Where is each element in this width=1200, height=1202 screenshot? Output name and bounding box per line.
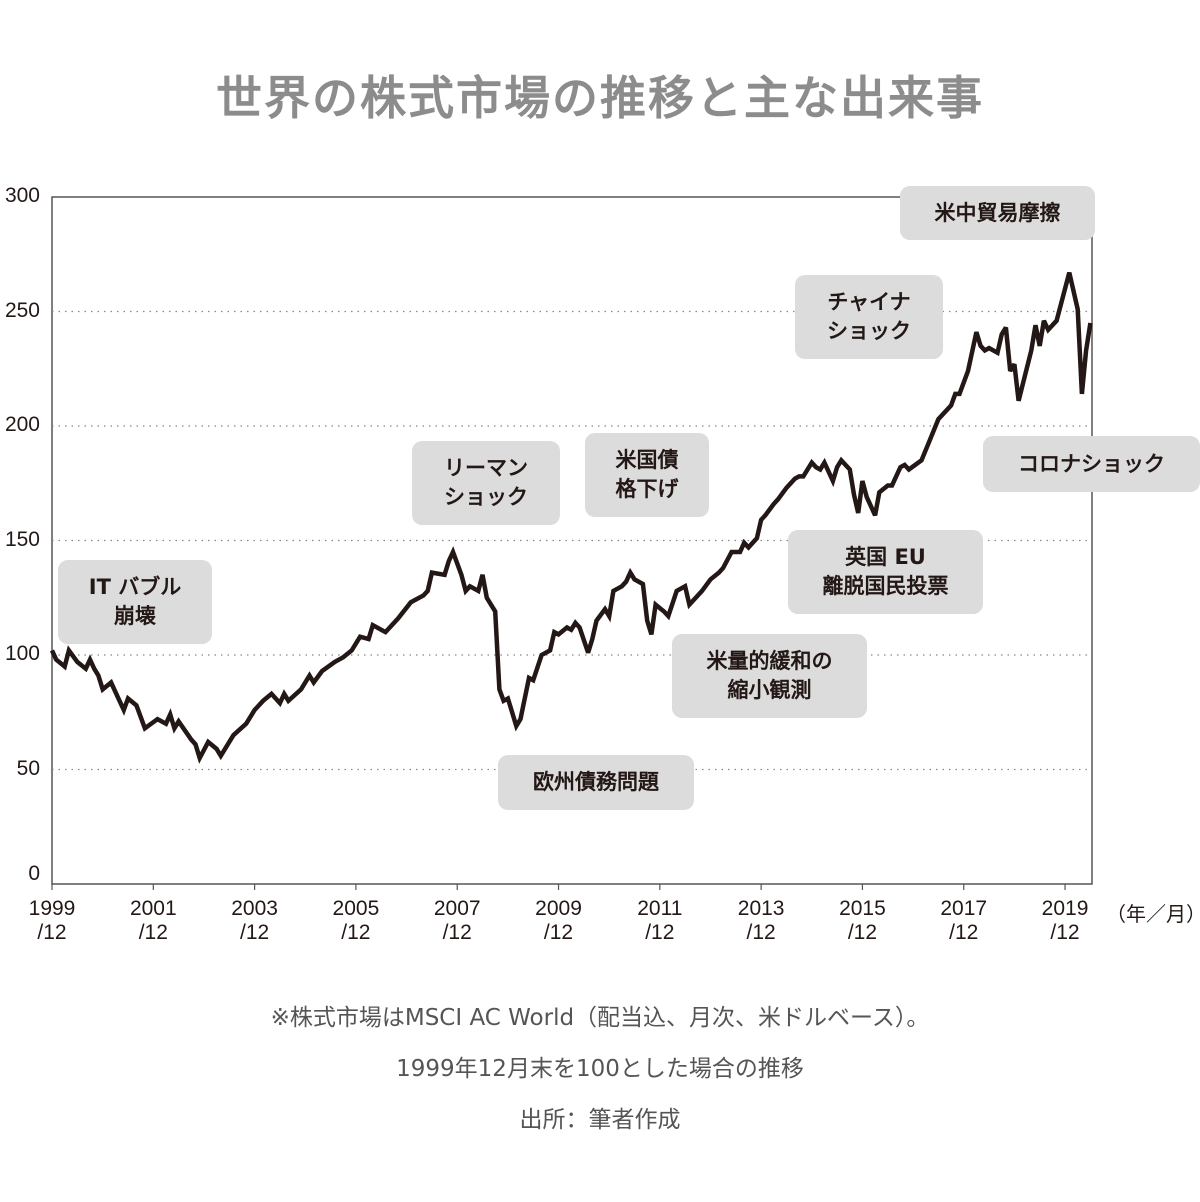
x-tick-month: /12 xyxy=(239,921,270,944)
x-tick-label: 2013/12 xyxy=(716,897,806,945)
annotation-us-downgrade: 米国債 格下げ xyxy=(585,433,709,517)
x-tick-year: 2013 xyxy=(737,897,785,920)
y-tick-label: 0 xyxy=(28,862,40,885)
x-tick-label: 2019/12 xyxy=(1020,897,1110,945)
annotation-china-shock: チャイナ ショック xyxy=(795,275,943,359)
x-tick-label: 2015/12 xyxy=(817,897,907,945)
y-tick-label: 250 xyxy=(4,298,40,322)
x-tick-label: 2001/12 xyxy=(108,897,198,945)
footnote-source-index: ※株式市場はMSCI AC World（配当込、月次、米ドルベース）。 xyxy=(270,1005,930,1031)
annotation-it-bubble: IT バブル 崩壊 xyxy=(58,560,212,644)
y-tick-label: 50 xyxy=(16,756,40,780)
y-tick-label: 150 xyxy=(4,527,40,551)
x-tick-month: /12 xyxy=(138,921,168,944)
annotation-taper: 米量的緩和の 縮小観測 xyxy=(672,634,867,718)
x-tick-year: 2001 xyxy=(129,897,177,920)
x-tick-month: /12 xyxy=(37,921,67,944)
x-tick-year: 2017 xyxy=(940,897,988,920)
x-tick-label: 2009/12 xyxy=(514,897,604,945)
x-tick-label: 2005/12 xyxy=(311,897,401,945)
x-tick-year: 2015 xyxy=(839,897,886,920)
x-tick-year: 2007 xyxy=(433,897,481,920)
x-tick-label: 2011/12 xyxy=(615,897,705,945)
y-tick-label: 100 xyxy=(4,642,40,665)
annotation-trade-war: 米中貿易摩擦 xyxy=(900,186,1095,240)
x-tick-year: 2009 xyxy=(535,897,582,920)
x-tick-month: /12 xyxy=(1050,921,1080,944)
annotation-corona-shock: コロナショック xyxy=(983,436,1200,492)
x-tick-year: 2003 xyxy=(231,897,278,920)
x-tick-month: /12 xyxy=(949,921,979,944)
chart-title: 世界の株式市場の推移と主な出来事 xyxy=(216,71,984,125)
y-tick-label: 300 xyxy=(4,184,40,207)
y-tick-label: 200 xyxy=(4,413,40,436)
x-tick-year: 2005 xyxy=(332,897,380,920)
footnote-base: 1999年12月末を100とした場合の推移 xyxy=(396,1056,804,1082)
x-tick-month: /12 xyxy=(442,921,472,944)
x-tick-label: 2003/12 xyxy=(210,897,300,945)
x-tick-month: /12 xyxy=(645,921,675,944)
x-tick-label: 1999/12 xyxy=(7,897,97,945)
x-tick-year: 2011 xyxy=(637,897,683,920)
x-axis-unit: （年／月） xyxy=(1106,902,1200,926)
annotation-lehman-shock: リーマン ショック xyxy=(412,441,560,525)
x-tick-month: /12 xyxy=(341,921,371,944)
x-tick-month: /12 xyxy=(746,921,776,944)
x-tick-month: /12 xyxy=(543,921,574,944)
footnote-origin: 出所：筆者作成 xyxy=(519,1107,681,1133)
x-tick-year: 1999 xyxy=(28,897,76,920)
annotation-euro-debt: 欧州債務問題 xyxy=(498,755,694,810)
x-tick-month: /12 xyxy=(847,921,878,944)
x-tick-label: 2017/12 xyxy=(919,897,1009,945)
annotation-brexit: 英国 EU 離脱国民投票 xyxy=(788,530,983,614)
x-tick-year: 2019 xyxy=(1041,897,1089,920)
x-tick-label: 2007/12 xyxy=(412,897,502,945)
